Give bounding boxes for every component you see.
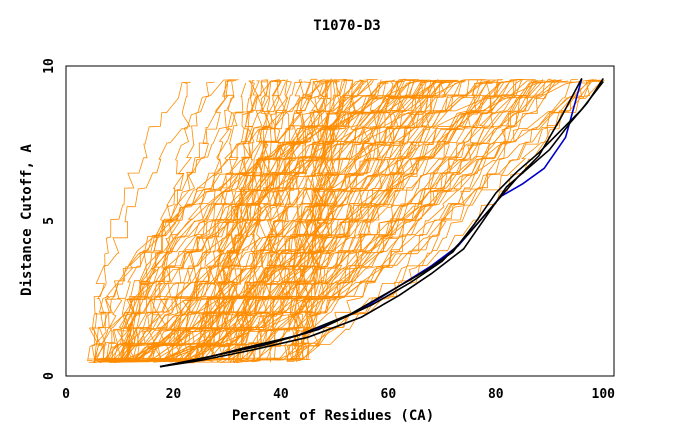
orange-series-line: [191, 79, 439, 360]
orange-series-line: [236, 78, 318, 363]
orange-series-line: [92, 81, 466, 363]
orange-series-line: [98, 81, 304, 360]
orange-series-line: [294, 80, 331, 361]
x-tick-label: 40: [273, 387, 289, 402]
x-tick-label: 80: [488, 387, 504, 402]
orange-series-line: [92, 82, 332, 362]
orange-series-line: [232, 81, 270, 362]
orange-series-line: [119, 79, 416, 363]
chart-title: T1070-D3: [313, 18, 380, 34]
orange-series-line: [121, 81, 581, 361]
orange-series-line: [121, 80, 423, 362]
orange-series-line: [91, 79, 232, 363]
orange-series-line: [174, 80, 395, 360]
y-tick-label: 10: [42, 58, 57, 74]
highlight-series-line-4: [159, 81, 604, 368]
orange-series-line: [94, 81, 215, 360]
orange-series-line: [179, 80, 509, 360]
orange-series-line: [87, 81, 191, 362]
orange-series-line: [107, 81, 405, 361]
x-tick-label: 0: [62, 387, 70, 402]
orange-series-line: [295, 79, 526, 363]
highlight-series-line-3: [159, 78, 583, 368]
y-ticks: 0 5 10: [42, 58, 57, 380]
orange-series-line: [125, 81, 446, 362]
plot-frame: [65, 65, 615, 377]
orange-series-line: [128, 81, 340, 362]
orange-series-line: [238, 80, 562, 363]
orange-series-line: [217, 80, 259, 363]
orange-series-line: [100, 80, 437, 362]
orange-series-line: [243, 80, 594, 362]
orange-series-line: [287, 79, 516, 361]
orange-series-line: [149, 79, 543, 362]
x-tick-label: 20: [166, 387, 182, 402]
orange-series-line: [98, 81, 563, 362]
y-tick-label: 5: [42, 217, 57, 225]
orange-series-line: [219, 82, 399, 363]
orange-series-line: [236, 79, 578, 364]
orange-series-line: [253, 79, 292, 362]
orange-series-line: [293, 78, 333, 359]
orange-series-line: [148, 80, 236, 360]
orange-series-line: [164, 80, 605, 360]
orange-series-line: [104, 82, 541, 361]
orange-series-line: [234, 79, 271, 361]
orange-series-line: [93, 79, 543, 361]
orange-series-line: [222, 79, 334, 363]
orange-series-line: [95, 82, 591, 361]
x-tick-label: 100: [592, 387, 616, 402]
orange-series-line: [181, 81, 365, 359]
orange-series-line: [111, 82, 389, 362]
highlight-series-line-2: [159, 77, 604, 368]
orange-series-line: [98, 79, 239, 360]
orange-series-line: [179, 79, 604, 360]
orange-series-line: [199, 81, 238, 361]
highlight-series-group: [159, 77, 604, 368]
orange-series-line: [93, 79, 413, 364]
orange-series-line: [99, 82, 450, 364]
x-ticks: 0 20 40 60 80 100: [62, 387, 615, 402]
orange-series-line: [119, 80, 491, 363]
y-tick-label: 0: [42, 372, 57, 380]
x-tick-label: 60: [381, 387, 397, 402]
orange-series-line: [157, 79, 329, 362]
orange-series-line: [113, 81, 510, 362]
orange-series-group: [87, 78, 605, 364]
y-axis-label: Distance Cutoff, A: [19, 144, 35, 296]
x-axis-label: Percent of Residues (CA): [232, 408, 434, 424]
orange-series-line: [218, 80, 255, 361]
orange-series-line: [172, 78, 552, 361]
orange-series-line: [105, 80, 364, 362]
orange-series-line: [302, 80, 523, 360]
orange-series-line: [143, 80, 255, 361]
orange-series-line: [146, 79, 518, 360]
